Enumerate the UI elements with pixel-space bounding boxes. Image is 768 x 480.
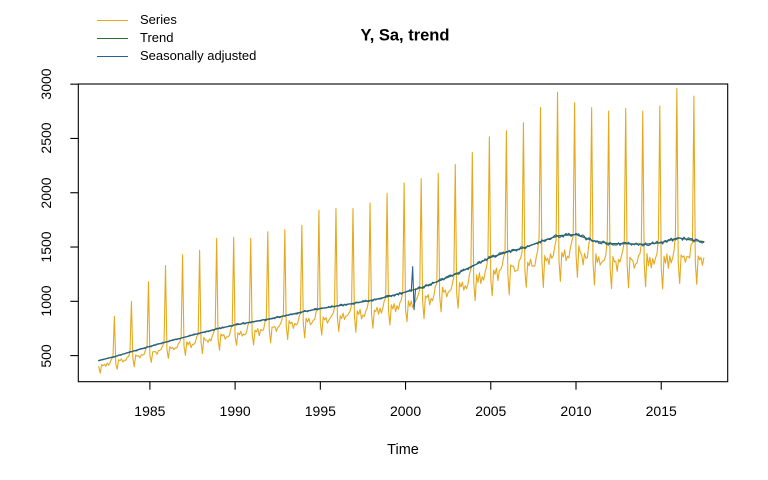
chart-title: Y, Sa, trend — [360, 26, 450, 45]
x-tick-label: 1985 — [134, 402, 166, 419]
x-tick-label: 2000 — [389, 402, 422, 419]
y-tick-label: 3000 — [38, 68, 54, 100]
legend-line-seasonally-adjusted-icon — [97, 55, 128, 57]
y-tick-label: 500 — [38, 343, 54, 368]
x-tick-label: 2005 — [475, 402, 507, 419]
x-tick-label: 2010 — [560, 402, 592, 419]
legend-item-series: Series — [97, 13, 177, 27]
x-axis-title: Time — [387, 442, 419, 458]
legend-line-series-icon — [97, 19, 128, 21]
x-tick-label: 1995 — [304, 402, 336, 419]
y-tick-label: 1500 — [38, 231, 54, 263]
x-tick-label: 1990 — [219, 402, 251, 419]
y-tick-label: 1000 — [38, 285, 54, 317]
x-tick-label: 2015 — [645, 402, 677, 419]
legend-item-trend: Trend — [97, 31, 173, 45]
legend-line-trend-icon — [97, 37, 128, 39]
y-tick-label: 2500 — [38, 122, 54, 155]
plot-box — [77, 83, 729, 383]
legend-label-trend: Trend — [140, 30, 174, 45]
y-tick-label: 2000 — [38, 177, 54, 209]
seasonally-adjusted-line — [98, 232, 705, 362]
legend-item-seasonally-adjusted: Seasonally adjusted — [97, 49, 256, 63]
legend-label-series: Series — [140, 12, 177, 27]
legend-label-seasonally-adjusted: Seasonally adjusted — [140, 48, 257, 63]
series-line — [98, 87, 705, 374]
